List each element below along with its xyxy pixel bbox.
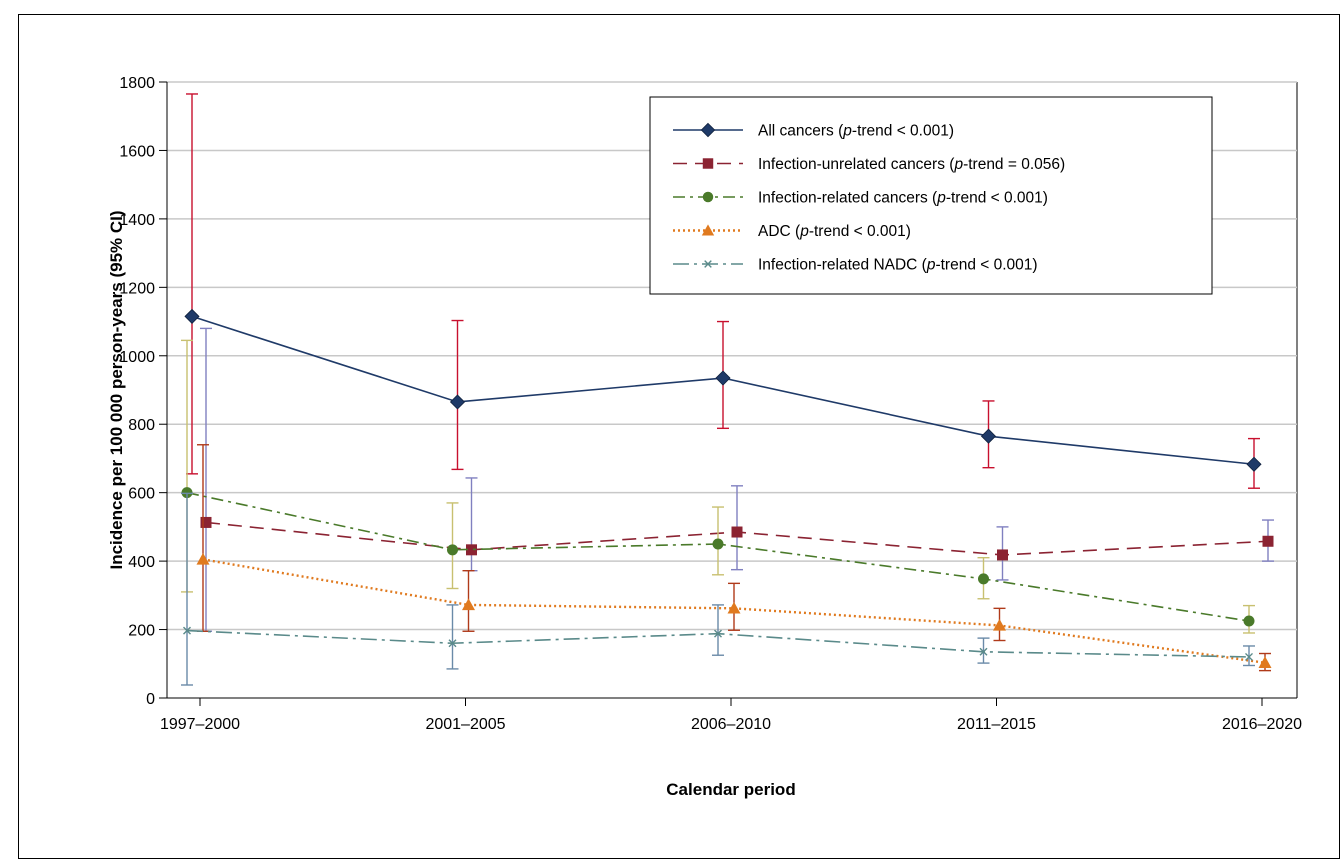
data-point [466, 544, 477, 556]
legend-label: Infection-unrelated cancers (p-trend = 0… [758, 156, 1065, 173]
legend-marker [702, 158, 714, 169]
legend: All cancers (p-trend < 0.001) Infection-u… [649, 96, 1213, 295]
x-tick-label: 2011–2015 [957, 716, 1036, 733]
y-tick-label: 200 [128, 623, 155, 640]
legend-marker [704, 260, 712, 268]
series-line [202, 558, 1266, 664]
data-point [1245, 652, 1253, 661]
x-tick-label: 1997–2000 [160, 716, 240, 733]
data-point [1246, 456, 1262, 472]
marker-x-stroke [183, 626, 191, 635]
legend-item: ADC (p-trend < 0.001) [673, 223, 911, 240]
y-axis: 0 200 400 600 800 1000 1200 1400 1600 1800 [119, 75, 168, 708]
data-point [1262, 535, 1274, 547]
y-tick-label: 800 [128, 417, 155, 434]
marker-x-stroke [448, 639, 457, 648]
y-tick-label: 1600 [119, 143, 155, 160]
y-tick-label: 1200 [119, 280, 155, 297]
legend-marker [702, 191, 714, 203]
data-point [712, 538, 724, 550]
data-point [449, 394, 466, 410]
marker-x-stroke [714, 629, 722, 638]
data-point [715, 370, 731, 386]
data-point [462, 598, 475, 611]
legend-label: All cancers (p-trend < 0.001) [758, 123, 954, 140]
data-point [200, 516, 212, 528]
y-tick-label: 1000 [119, 349, 155, 366]
legend-item: Infection-unrelated cancers (p-trend = 0… [673, 156, 1065, 173]
y-tick-label: 0 [146, 691, 155, 708]
marker-x-stroke [979, 647, 988, 656]
data-point [447, 544, 458, 556]
data-point [196, 552, 210, 565]
data-point [184, 308, 200, 324]
legend-label: Infection-related cancers (p-trend < 0.0… [758, 190, 1048, 207]
y-tick-label: 1400 [119, 212, 155, 229]
data-point [183, 626, 191, 635]
x-tick-label: 2001–2005 [425, 716, 505, 733]
legend-label: Infection-related NADC (p-trend < 0.001) [758, 257, 1038, 274]
legend-marker [700, 122, 716, 138]
x-tick-label: 2006–2010 [691, 716, 771, 733]
data-point [979, 647, 988, 656]
series-layer [181, 93, 1274, 686]
x-tick-label: 2016–2020 [1222, 716, 1302, 733]
legend-item: All cancers (p-trend < 0.001) [673, 123, 954, 140]
data-point [980, 428, 997, 444]
marker-x-stroke [1245, 652, 1253, 661]
data-point [1243, 615, 1255, 627]
legend-item: Infection-related NADC (p-trend < 0.001) [673, 257, 1038, 274]
data-point [448, 639, 457, 648]
legend-marker [701, 224, 715, 236]
y-axis-title: Incidence per 100 000 person-years (95% … [107, 210, 126, 569]
x-axis: 1997–2000 2001–2005 2006–2010 2011–2015 2016… [160, 697, 1302, 733]
marker-x-stroke [704, 260, 712, 268]
legend-box [649, 96, 1213, 295]
data-point [731, 526, 743, 538]
legend-item: Infection-related cancers (p-trend < 0.0… [673, 190, 1048, 207]
data-point [714, 629, 722, 638]
series-related [181, 339, 1255, 634]
data-point [997, 549, 1008, 561]
series-line [186, 491, 1250, 622]
y-tick-label: 1800 [119, 75, 155, 92]
data-point [993, 618, 1006, 631]
x-axis-title: Calendar period [666, 780, 795, 799]
data-point [727, 601, 741, 614]
series-adc [196, 444, 1272, 672]
series-nadc [181, 492, 1255, 686]
y-tick-label: 600 [128, 486, 155, 503]
legend-label: ADC (p-trend < 0.001) [758, 223, 911, 240]
y-tick-label: 400 [128, 554, 155, 571]
series-unrelated [200, 327, 1274, 632]
data-point [1258, 656, 1272, 668]
data-point [978, 573, 989, 585]
series-all [184, 93, 1262, 489]
